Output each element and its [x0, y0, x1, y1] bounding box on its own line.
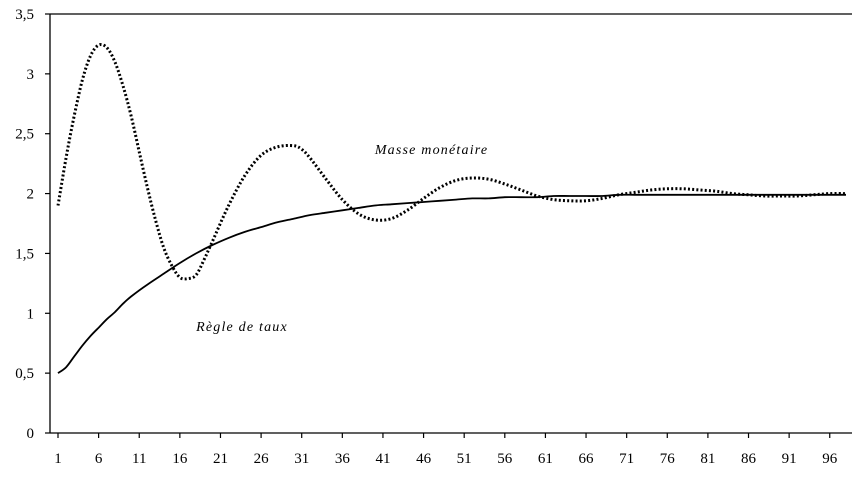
x-tick-label: 91	[782, 451, 797, 467]
x-tick-label: 51	[457, 451, 472, 467]
x-tick-label: 31	[294, 451, 309, 467]
series-annotation: Règle de taux	[195, 320, 288, 335]
x-tick-label: 71	[619, 451, 634, 467]
x-tick-label: 36	[335, 451, 351, 467]
chart-axes	[49, 13, 852, 434]
x-ticks: 1 6 11 16 21 26 31 36 41 46 51 56 61 66 71 76 81 86 91 96	[54, 433, 838, 467]
y-tick-label: 0,5	[15, 366, 34, 382]
x-tick-label: 56	[497, 451, 513, 467]
y-tick-label: 1,5	[15, 246, 34, 262]
x-tick-label: 41	[375, 451, 390, 467]
x-tick-label: 11	[132, 451, 146, 467]
y-tick-label: 3	[27, 67, 35, 83]
x-tick-label: 76	[660, 451, 676, 467]
y-tick-label: 3,5	[15, 7, 34, 23]
annotation-layer: Masse monétaire Règle de taux	[195, 143, 489, 335]
x-tick-label: 1	[54, 451, 62, 467]
x-tick-label: 61	[538, 451, 553, 467]
y-tick-label: 0	[27, 426, 35, 442]
x-tick-label: 86	[741, 451, 757, 467]
y-tick-label: 1	[27, 306, 35, 322]
regle-de-taux-line	[57, 193, 846, 374]
x-tick-label: 81	[700, 451, 715, 467]
series-layer	[56, 42, 847, 374]
x-tick-label: 21	[213, 451, 228, 467]
series-annotation: Masse monétaire	[374, 143, 489, 158]
x-tick-label: 46	[416, 451, 432, 467]
x-tick-label: 16	[172, 451, 188, 467]
x-tick-label: 6	[95, 451, 103, 467]
x-tick-label: 96	[822, 451, 838, 467]
y-tick-label: 2	[27, 187, 35, 203]
y-ticks: 0 0,5 1 1,5 2 2,5 3 3,5	[15, 7, 50, 442]
y-tick-label: 2,5	[15, 127, 34, 143]
x-tick-label: 26	[254, 451, 270, 467]
masse-monetaire-line	[56, 42, 847, 281]
x-tick-label: 66	[579, 451, 595, 467]
